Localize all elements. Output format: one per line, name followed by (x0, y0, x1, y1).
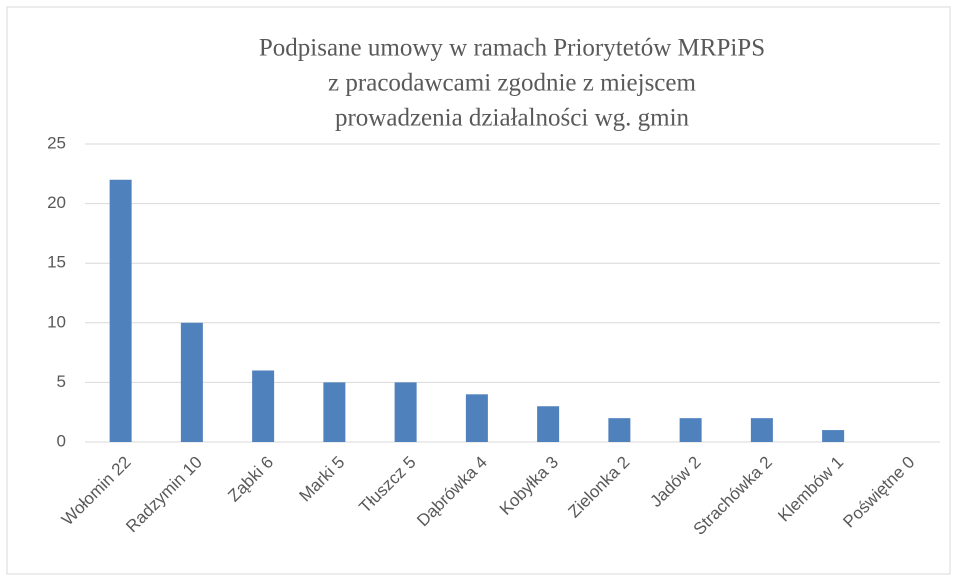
chart-border (6, 6, 951, 575)
chart-title: prowadzenia działalności wg. gmin (335, 105, 690, 132)
y-tick-label: 25 (47, 133, 66, 152)
bar (679, 418, 702, 442)
bar (394, 382, 417, 442)
y-tick-label: 0 (57, 431, 66, 450)
bar (465, 394, 488, 442)
bar (252, 370, 275, 442)
y-tick-label: 5 (57, 372, 66, 391)
bar (109, 179, 132, 442)
bar (323, 382, 346, 442)
chart-title: Podpisane umowy w ramach Priorytetów MRP… (259, 35, 765, 62)
bar (537, 406, 560, 442)
chart-title: z pracodawcami zgodnie z miejscem (328, 70, 696, 97)
y-tick-label: 10 (47, 312, 66, 331)
y-tick-label: 15 (47, 253, 66, 272)
bar (608, 418, 631, 442)
bar (180, 322, 203, 442)
bar (750, 418, 773, 442)
bar (822, 430, 845, 442)
y-tick-label: 20 (47, 193, 66, 212)
